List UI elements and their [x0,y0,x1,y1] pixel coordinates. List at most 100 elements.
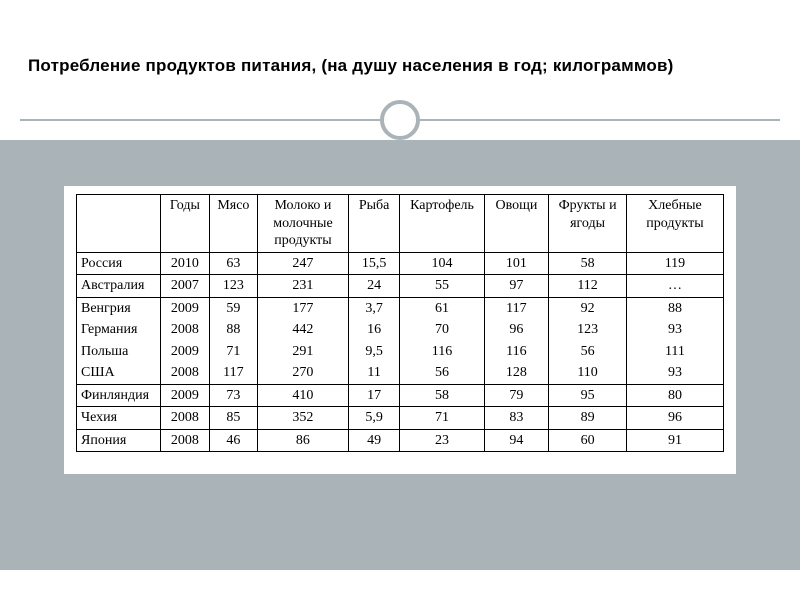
cell-fruit: 123 [549,319,627,341]
cell-milk: 442 [258,319,349,341]
cell-fish: 17 [348,384,400,407]
cell-fruit: 110 [549,362,627,384]
table-row: Австралия2007123231245597112… [77,275,724,298]
table-header-row: Годы Мясо Молоко и молочные продукты Рыб… [77,195,724,253]
table-group: Чехия2008853525,971838996 [77,407,724,430]
cell-veg: 97 [484,275,549,298]
table-row: Венгрия2009591773,7611179288 [77,297,724,319]
cell-year: 2008 [161,429,210,452]
cell-veg: 94 [484,429,549,452]
cell-year: 2008 [161,407,210,430]
cell-fruit: 112 [549,275,627,298]
table-row: Финляндия2009734101758799580 [77,384,724,407]
col-veg: Овощи [484,195,549,253]
cell-fish: 49 [348,429,400,452]
cell-fish: 3,7 [348,297,400,319]
cell-year: 2008 [161,362,210,384]
col-year: Годы [161,195,210,253]
cell-year: 2007 [161,275,210,298]
cell-meat: 123 [209,275,258,298]
cell-milk: 291 [258,341,349,363]
cell-veg: 83 [484,407,549,430]
cell-milk: 270 [258,362,349,384]
cell-meat: 117 [209,362,258,384]
cell-bread: 93 [626,362,723,384]
cell-country: Япония [77,429,161,452]
col-fish: Рыба [348,195,400,253]
table-group: Финляндия2009734101758799580 [77,384,724,407]
cell-country: Германия [77,319,161,341]
cell-potato: 61 [400,297,484,319]
ring-ornament-icon [380,100,420,140]
cell-potato: 55 [400,275,484,298]
cell-meat: 73 [209,384,258,407]
data-table: Годы Мясо Молоко и молочные продукты Рыб… [76,194,724,452]
cell-milk: 352 [258,407,349,430]
cell-meat: 63 [209,252,258,275]
cell-year: 2008 [161,319,210,341]
cell-veg: 116 [484,341,549,363]
cell-potato: 116 [400,341,484,363]
cell-potato: 58 [400,384,484,407]
cell-meat: 71 [209,341,258,363]
cell-bread: 119 [626,252,723,275]
cell-fish: 11 [348,362,400,384]
cell-meat: 88 [209,319,258,341]
cell-fruit: 58 [549,252,627,275]
cell-bread: 96 [626,407,723,430]
col-fruit: Фрукты и ягоды [549,195,627,253]
cell-fruit: 89 [549,407,627,430]
cell-fish: 5,9 [348,407,400,430]
slide: Потребление продуктов питания, (на душу … [0,0,800,600]
cell-milk: 86 [258,429,349,452]
col-potato: Картофель [400,195,484,253]
cell-milk: 177 [258,297,349,319]
table-row: Чехия2008853525,971838996 [77,407,724,430]
table-container: Годы Мясо Молоко и молочные продукты Рыб… [64,186,736,474]
table-group: Австралия2007123231245597112… [77,275,724,298]
cell-fruit: 95 [549,384,627,407]
cell-milk: 231 [258,275,349,298]
cell-year: 2009 [161,384,210,407]
cell-bread: 88 [626,297,723,319]
table-row: Япония200846864923946091 [77,429,724,452]
cell-country: Россия [77,252,161,275]
table-group: Венгрия2009591773,7611179288Германия2008… [77,297,724,384]
cell-bread: 91 [626,429,723,452]
cell-bread: 80 [626,384,723,407]
cell-fish: 15,5 [348,252,400,275]
cell-country: Чехия [77,407,161,430]
col-meat: Мясо [209,195,258,253]
cell-fruit: 92 [549,297,627,319]
cell-bread: … [626,275,723,298]
cell-veg: 79 [484,384,549,407]
cell-meat: 85 [209,407,258,430]
table-row: Польша2009712919,511611656111 [77,341,724,363]
table-group: Япония200846864923946091 [77,429,724,452]
cell-potato: 104 [400,252,484,275]
slide-title: Потребление продуктов питания, (на душу … [28,56,772,76]
cell-country: Австралия [77,275,161,298]
cell-year: 2009 [161,341,210,363]
cell-year: 2010 [161,252,210,275]
col-bread: Хлебные продукты [626,195,723,253]
cell-potato: 71 [400,407,484,430]
table-row: Германия20088844216709612393 [77,319,724,341]
cell-milk: 410 [258,384,349,407]
body-area: Годы Мясо Молоко и молочные продукты Рыб… [0,140,800,570]
col-milk: Молоко и молочные продукты [258,195,349,253]
cell-bread: 93 [626,319,723,341]
cell-veg: 117 [484,297,549,319]
cell-veg: 128 [484,362,549,384]
cell-potato: 56 [400,362,484,384]
bottom-strip [0,570,800,600]
cell-fish: 24 [348,275,400,298]
cell-potato: 23 [400,429,484,452]
cell-meat: 46 [209,429,258,452]
cell-country: Польша [77,341,161,363]
cell-fruit: 56 [549,341,627,363]
cell-fish: 16 [348,319,400,341]
cell-country: Венгрия [77,297,161,319]
cell-year: 2009 [161,297,210,319]
table-row: США2008117270115612811093 [77,362,724,384]
